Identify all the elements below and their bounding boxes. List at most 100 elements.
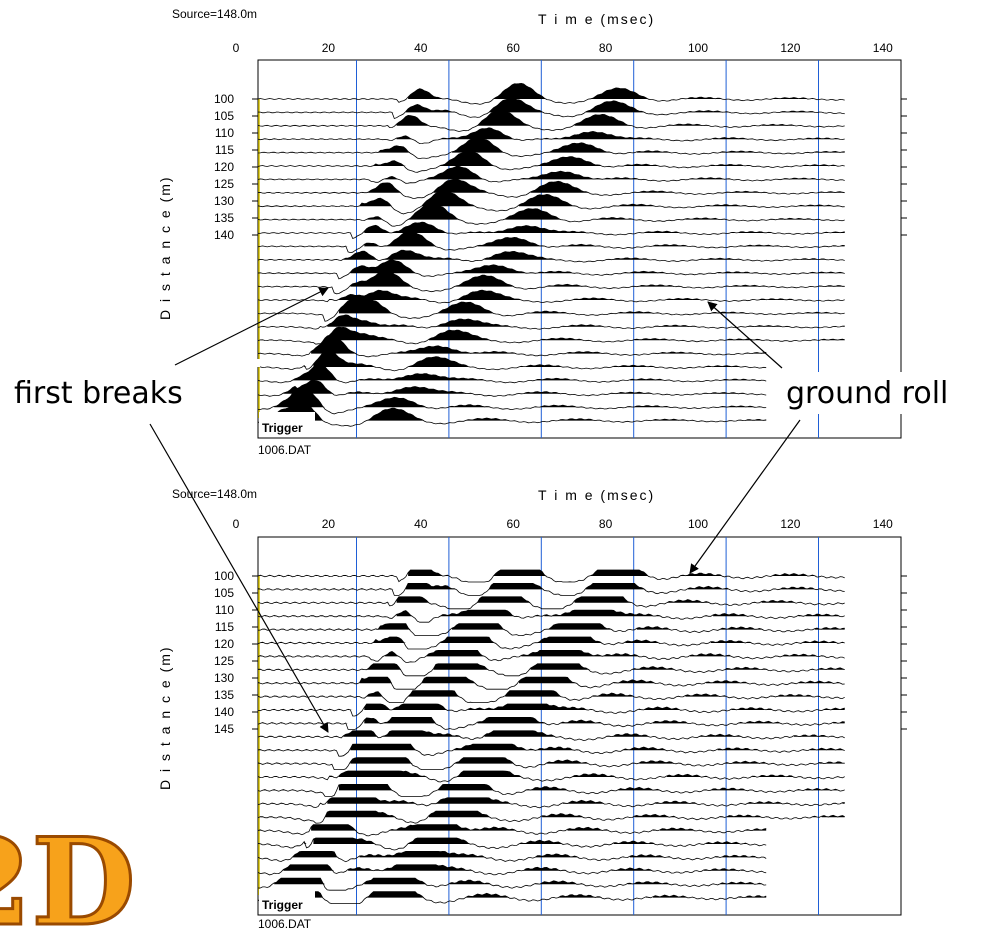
x-tick-label: 120 [780,41,800,55]
trace-distance-142 [257,850,767,863]
top-y-tick-labels: 100 105 110 115 120 125 130 135 140 [214,92,907,242]
first-breaks-label-bg [0,372,238,414]
trace-distance-122 [257,717,845,730]
bottom-source-label: Source=148.0m [172,487,257,501]
ground-roll-arrow-top [707,301,783,369]
y-tick-label: 110 [215,603,234,617]
x-tick-label: 100 [688,41,708,55]
trace-distance-108 [257,136,845,160]
top-label-mask [170,359,260,367]
ground-roll-label: ground roll [786,376,948,411]
bottom-x-tick-labels: 0 20 40 60 80 100 120 140 [233,517,893,531]
trace-distance-146 [258,390,767,415]
y-tick-label: 115 [215,143,234,157]
y-tick-label: 100 [214,92,234,106]
trace-distance-130 [257,289,845,304]
trace-distance-140 [257,350,767,372]
trace-distance-114 [257,178,845,199]
x-tick-label: 60 [507,41,521,55]
trace-distance-120 [257,221,845,240]
first-breaks-label: first breaks [14,376,183,411]
trace-distance-118 [257,690,845,704]
bottom-y-tick-labels: 100 105 110 115 120 125 130 135 140 145 [214,569,907,736]
trace-distance-134 [257,797,845,809]
x-tick-label: 20 [322,41,336,55]
ground-roll-arrow-bottom [689,419,801,574]
top-file-label: 1006.DAT [258,443,312,457]
y-tick-label: 125 [214,654,234,668]
trace-distance-148 [257,891,767,904]
x-tick-label: 80 [599,41,613,55]
trace-distance-106 [257,127,845,145]
trace-distance-136 [257,810,845,824]
top-trigger-label: Trigger [262,421,303,435]
trace-distance-138 [257,824,767,837]
trace-distance-144 [257,379,767,397]
x-tick-label: 120 [780,517,800,531]
x-tick-label: 100 [688,517,708,531]
first-breaks-arrow-bottom [149,423,329,733]
y-tick-label: 135 [214,688,234,702]
x-tick-label: 40 [414,517,428,531]
trace-distance-124 [257,249,845,263]
trace-distance-102 [257,97,845,120]
trace-distance-120 [257,703,845,717]
trace-distance-110 [257,636,845,650]
trace-distance-128 [257,270,845,295]
bottom-trigger-box [259,889,315,913]
x-tick-label: 40 [414,41,428,55]
trace-distance-102 [257,583,845,596]
trace-distance-126 [257,259,845,280]
y-tick-label: 120 [214,637,234,651]
trace-distance-124 [257,730,845,742]
trace-distance-132 [257,297,845,322]
y-tick-label: 120 [214,160,234,174]
top-trigger-box [259,412,315,436]
trace-distance-132 [257,784,845,797]
trace-distance-148 [257,403,767,427]
trace-distance-142 [257,364,767,384]
annotations: first breaks ground roll [0,287,990,733]
bottom-file-label: 1006.DAT [258,917,312,931]
trace-distance-136 [257,326,845,345]
trace-distance-122 [257,231,845,254]
top-distance-axis-title: D i s t a n c e (m) [157,175,173,320]
y-tick-label: 105 [214,109,234,123]
trace-distance-114 [257,663,845,677]
y-tick-label: 130 [214,671,234,685]
trace-distance-104 [257,596,845,610]
x-tick-label: 0 [233,517,240,531]
trace-distance-100 [257,569,845,583]
y-tick-label: 125 [214,177,234,191]
trace-distance-134 [257,314,845,330]
x-tick-label: 20 [322,517,336,531]
trace-distance-130 [257,770,845,783]
ground-roll-label-bg [768,372,990,414]
trace-distance-108 [257,623,845,636]
first-breaks-arrow-top [174,287,329,366]
y-tick-label: 110 [215,126,234,140]
bottom-distance-axis-title: D i s t a n c e (m) [157,645,173,790]
trace-distance-106 [257,609,845,623]
x-tick-label: 140 [873,517,893,531]
y-tick-label: 140 [214,228,234,242]
y-tick-label: 100 [214,569,234,583]
trace-distance-118 [257,202,845,227]
y-tick-label: 140 [214,705,234,719]
2d-logo: 2D [0,811,137,931]
y-tick-label: 130 [214,194,234,208]
x-tick-label: 80 [599,517,613,531]
trace-distance-146 [258,877,767,891]
y-tick-label: 145 [214,722,234,736]
x-tick-label: 60 [507,517,521,531]
trace-distance-100 [257,82,845,105]
trace-distance-138 [257,333,767,358]
y-tick-label: 115 [215,620,234,634]
y-tick-label: 135 [214,211,234,225]
bottom-seismogram-panel: Source=148.0m T i m e (msec) 0 20 40 60 80 10… [157,487,907,931]
bottom-traces [257,569,845,904]
x-tick-label: 140 [873,41,893,55]
trace-distance-126 [257,743,845,757]
bottom-time-axis-title: T i m e (msec) [538,487,655,503]
